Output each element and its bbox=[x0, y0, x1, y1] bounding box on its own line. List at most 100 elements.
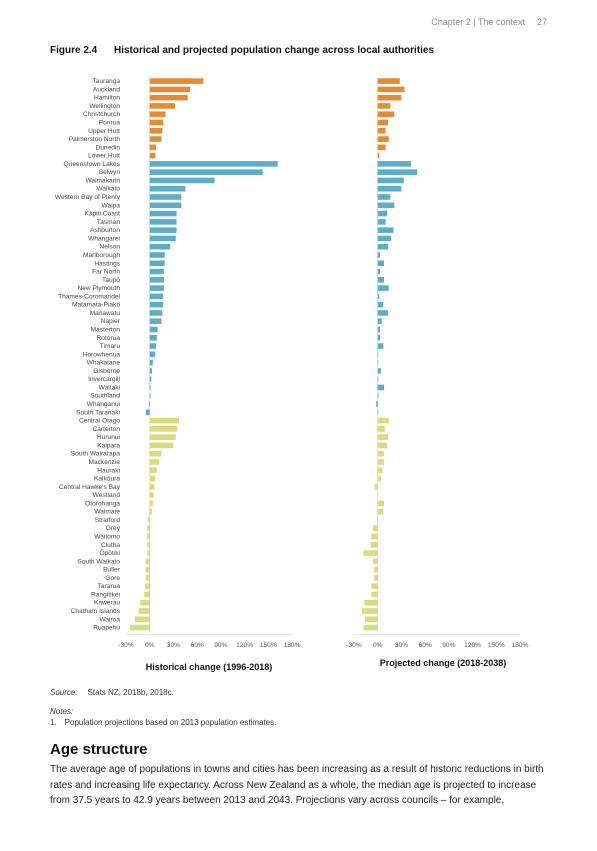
bar bbox=[145, 575, 150, 581]
bar bbox=[148, 517, 150, 523]
bar bbox=[377, 103, 391, 109]
category-label: Tasman bbox=[97, 219, 120, 226]
category-label: Wellington bbox=[89, 103, 120, 110]
category-label: Hauraki bbox=[97, 467, 120, 474]
x-tick-label: 150% bbox=[260, 642, 277, 649]
bar bbox=[149, 94, 188, 101]
bar bbox=[377, 285, 389, 291]
category-label: Thames-Coromandel bbox=[58, 293, 120, 300]
category-label: Far North bbox=[92, 269, 120, 276]
bar bbox=[149, 252, 165, 258]
bar bbox=[377, 359, 379, 366]
bar bbox=[149, 484, 155, 490]
bar bbox=[377, 86, 405, 93]
bar bbox=[377, 78, 400, 84]
bar bbox=[377, 260, 385, 267]
category-label: Carterton bbox=[93, 426, 121, 433]
bar bbox=[149, 152, 156, 159]
category-label: Auckland bbox=[93, 86, 120, 93]
x-tick-label: -30% bbox=[346, 642, 362, 649]
section-paragraph: The average age of populations in towns … bbox=[50, 764, 544, 806]
bar bbox=[149, 351, 156, 358]
bar bbox=[147, 550, 150, 556]
x-axis-title: Projected change (2018-2038) bbox=[380, 658, 507, 668]
bar bbox=[363, 550, 378, 556]
bar bbox=[377, 185, 402, 192]
bar bbox=[149, 243, 171, 250]
bar bbox=[377, 127, 386, 134]
category-label: Hastings bbox=[94, 260, 120, 267]
bar bbox=[377, 500, 385, 507]
bar bbox=[149, 417, 179, 424]
category-label: Lower Hutt bbox=[88, 153, 120, 160]
category-label: Nelson bbox=[99, 244, 120, 251]
category-label: Rangitikei bbox=[91, 591, 120, 598]
category-label: Grey bbox=[106, 525, 121, 532]
note-item: 1. Population projections based on 2013 p… bbox=[50, 718, 276, 727]
bar bbox=[149, 177, 215, 184]
category-label: Hurunui bbox=[97, 434, 121, 441]
bar bbox=[377, 343, 384, 349]
bar bbox=[145, 558, 150, 565]
category-label: Western Bay of Plenty bbox=[55, 194, 121, 201]
category-label: Porirua bbox=[99, 120, 121, 127]
category-label: New Plymouth bbox=[77, 285, 120, 292]
bar bbox=[149, 426, 178, 432]
category-label: Waipa bbox=[102, 202, 121, 209]
bar bbox=[376, 517, 378, 523]
category-label: Palmerston North bbox=[69, 136, 121, 143]
category-label: Chatham Islands bbox=[71, 608, 121, 615]
bar bbox=[377, 459, 385, 465]
bar bbox=[144, 583, 150, 589]
category-label: Dunedin bbox=[95, 144, 120, 151]
bar bbox=[377, 384, 385, 391]
figure-caption: Figure 2.4 Historical and projected popul… bbox=[50, 45, 434, 56]
category-label: Ashburton bbox=[90, 227, 120, 234]
category-label: Ruapehu bbox=[93, 625, 120, 632]
category-label: South Taranaki bbox=[76, 409, 120, 416]
bar bbox=[149, 500, 153, 507]
category-label: Rotorua bbox=[97, 335, 121, 342]
bar bbox=[377, 450, 385, 457]
bar bbox=[149, 78, 204, 84]
category-label: Whangarei bbox=[88, 235, 120, 242]
bar bbox=[147, 533, 150, 540]
category-label: Queenstown Lakes bbox=[64, 161, 121, 168]
bar bbox=[149, 310, 163, 316]
category-label: Otorohanga bbox=[85, 500, 120, 507]
bar bbox=[149, 318, 162, 325]
x-tick-label: 90% bbox=[442, 642, 455, 649]
category-label: Waitaki bbox=[99, 384, 121, 391]
category-label: Kaikōura bbox=[94, 476, 120, 483]
bar bbox=[149, 136, 162, 142]
bar bbox=[149, 392, 151, 399]
category-label: Timaru bbox=[100, 343, 121, 350]
source-label: Source: bbox=[50, 688, 78, 697]
bar bbox=[365, 616, 378, 623]
x-tick-label: 60% bbox=[419, 642, 432, 649]
x-axis-title: Historical change (1996-2018) bbox=[146, 662, 273, 672]
category-label: Southland bbox=[90, 393, 120, 400]
bar bbox=[377, 475, 381, 482]
category-label: Whanganui bbox=[87, 401, 121, 408]
bar bbox=[149, 442, 174, 449]
bar bbox=[149, 161, 278, 167]
bar bbox=[377, 119, 388, 126]
category-label: Taupō bbox=[102, 277, 120, 284]
category-label: Kaipara bbox=[97, 442, 120, 449]
category-label: Ōpōtiki bbox=[99, 549, 120, 557]
bar bbox=[149, 277, 164, 283]
bar bbox=[145, 409, 150, 416]
bar bbox=[361, 608, 378, 614]
bar bbox=[377, 301, 384, 308]
bar bbox=[377, 194, 391, 200]
page-number: 27 bbox=[536, 17, 547, 27]
bar bbox=[377, 268, 381, 275]
category-label: Kāpiti Coast bbox=[84, 211, 120, 218]
bar bbox=[377, 442, 388, 449]
category-label: Waimakariri bbox=[85, 177, 120, 184]
bar bbox=[377, 219, 386, 225]
bar bbox=[377, 277, 385, 283]
category-label: Central Otago bbox=[79, 418, 120, 425]
bar bbox=[377, 136, 389, 142]
